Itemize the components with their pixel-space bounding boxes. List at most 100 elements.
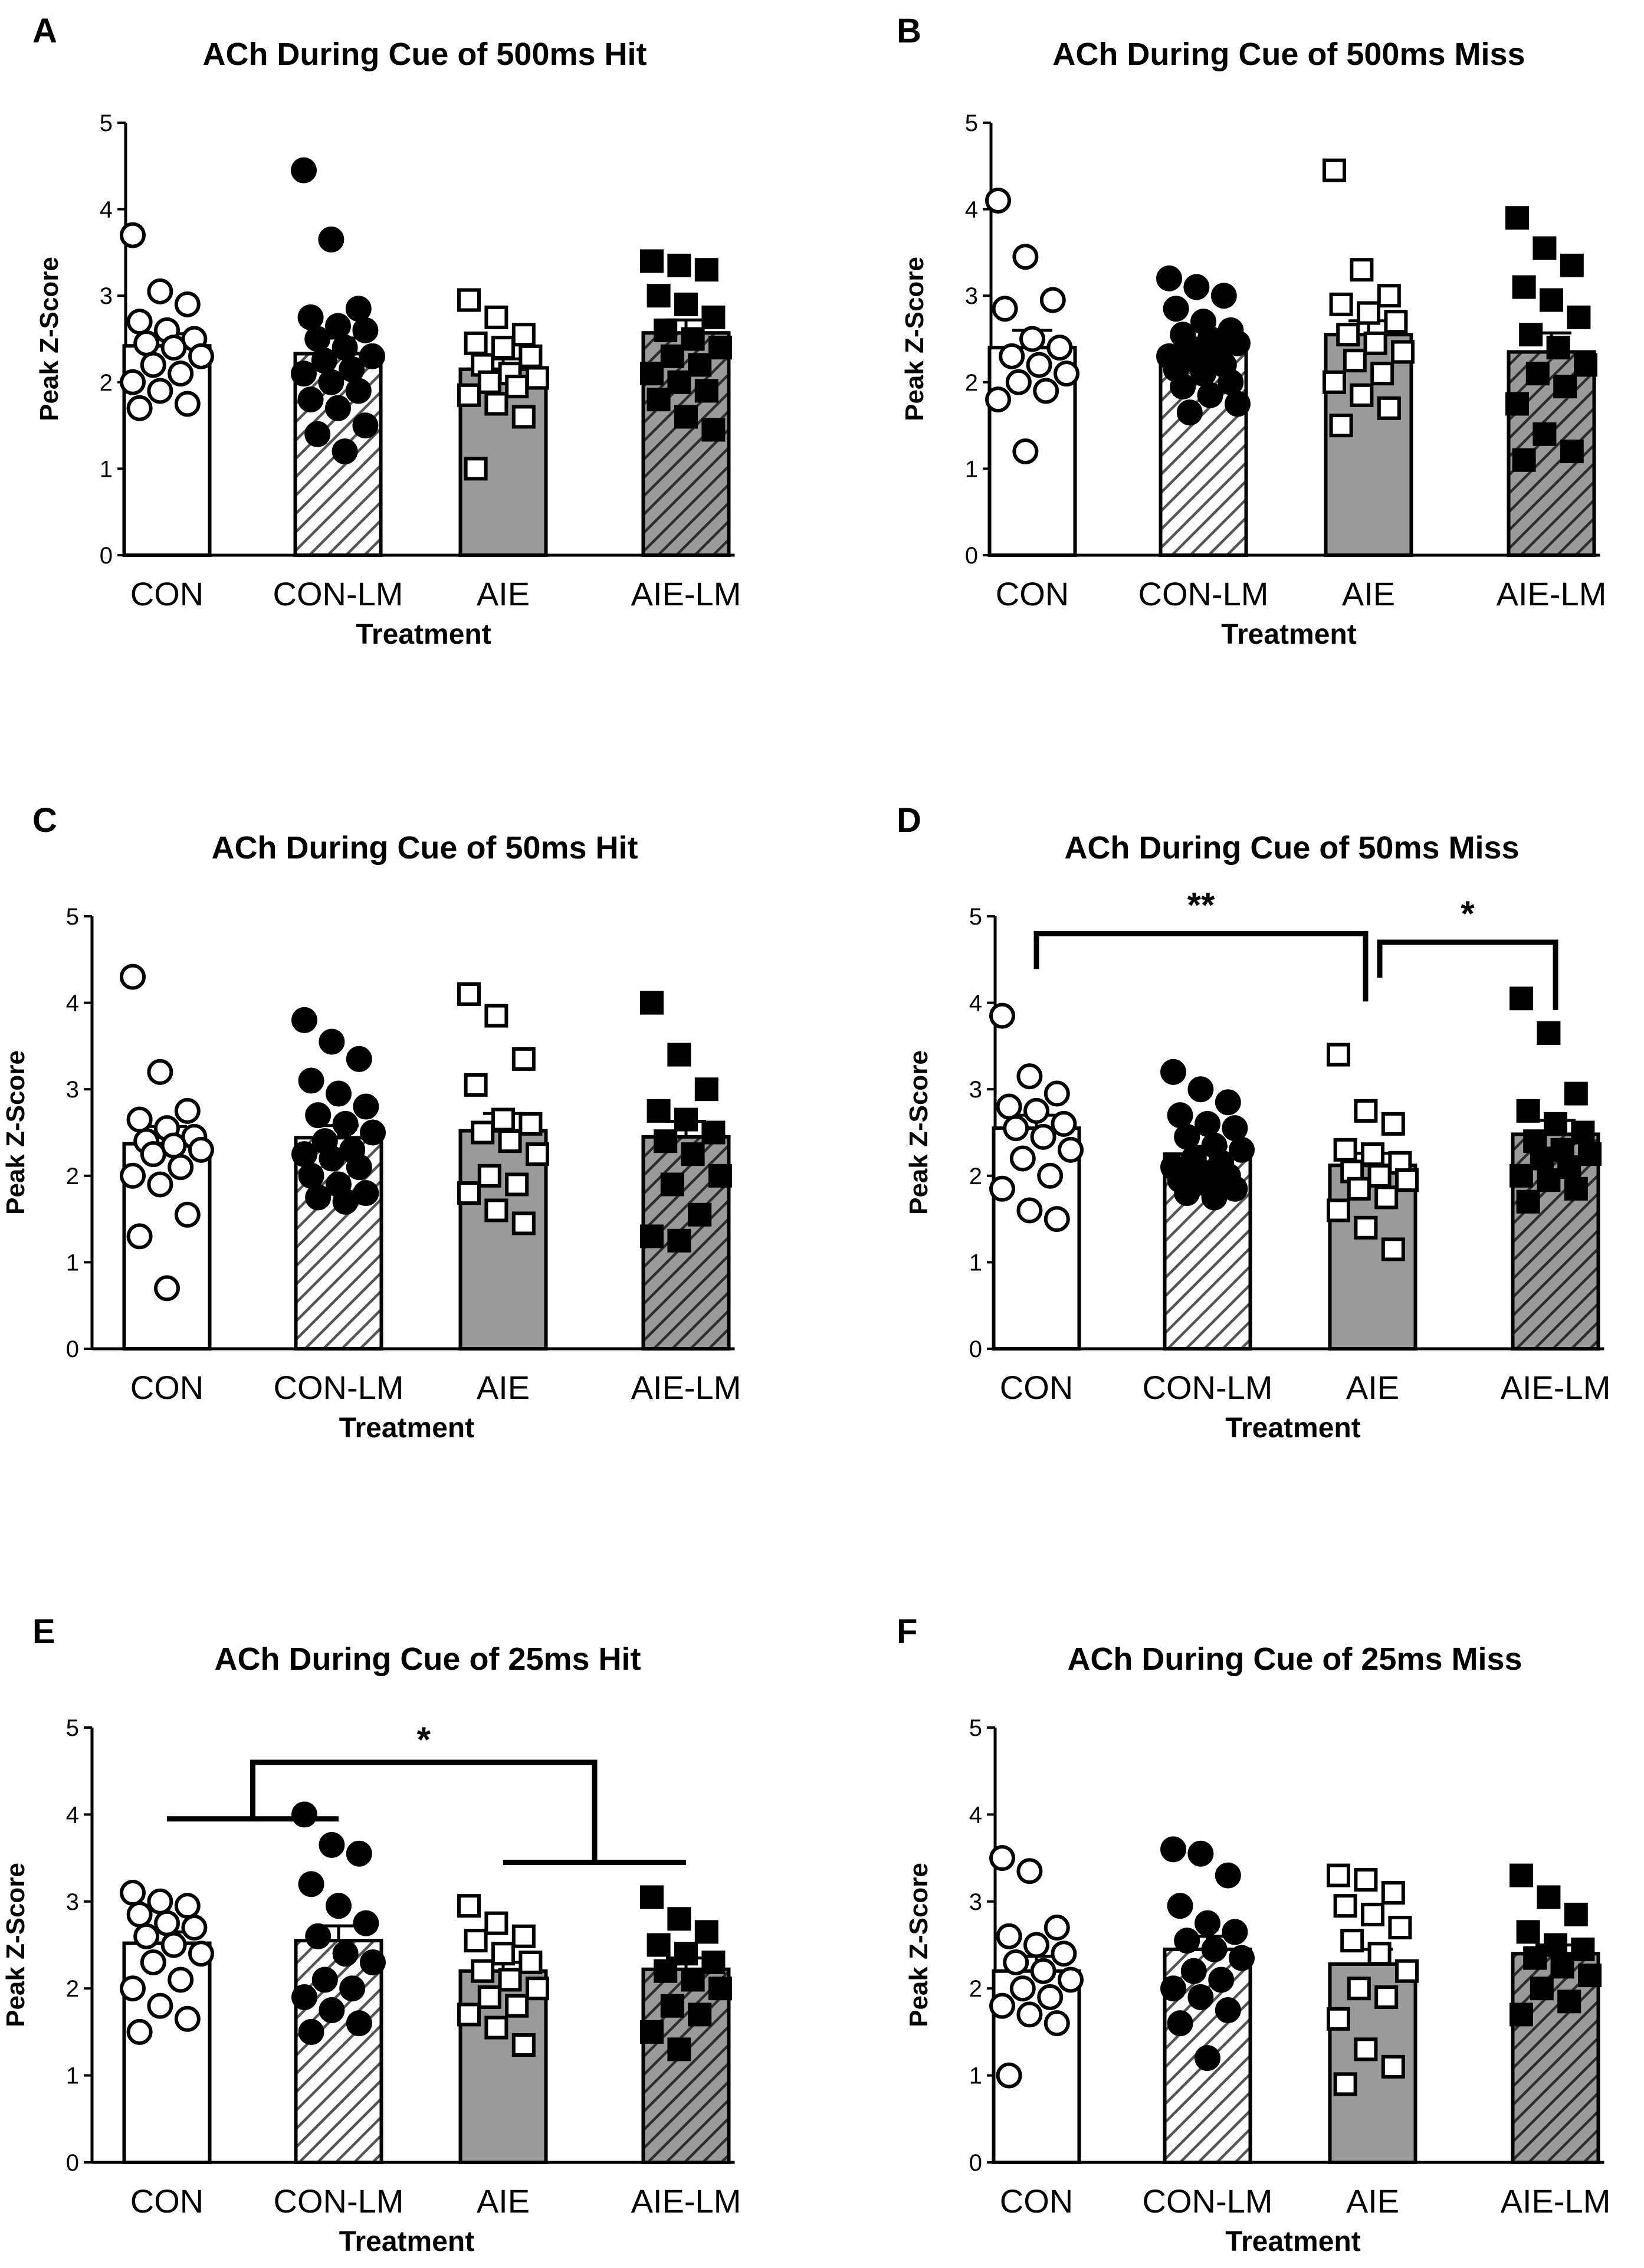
data-point	[1019, 326, 1045, 352]
data-point	[647, 284, 671, 308]
data-point	[457, 1894, 481, 1918]
data-point	[457, 2002, 481, 2027]
data-point	[1229, 1945, 1255, 1971]
data-point	[1560, 440, 1584, 464]
data-point	[120, 1162, 146, 1189]
data-point	[1567, 305, 1591, 329]
data-point	[147, 1992, 173, 2019]
data-point	[526, 1142, 549, 1166]
panel-letter: E	[32, 1612, 55, 1651]
data-point	[1336, 323, 1360, 347]
data-point	[511, 405, 536, 429]
data-point	[345, 296, 372, 322]
data-point	[1516, 1099, 1540, 1123]
x-tick-label: CON	[130, 1369, 204, 1406]
data-point	[298, 1871, 324, 1897]
data-point	[346, 2010, 372, 2037]
data-point	[1333, 1138, 1357, 1162]
data-point	[1333, 1894, 1357, 1918]
bar-con-lm	[294, 1939, 383, 2164]
data-point	[1215, 1997, 1241, 2024]
significance-marker: *	[1461, 894, 1475, 933]
y-tick-label: 4	[965, 197, 978, 223]
data-point	[359, 343, 385, 369]
data-point	[1160, 1836, 1186, 1863]
data-point	[120, 1880, 146, 1906]
data-point	[701, 1950, 726, 1974]
x-tick-label: AIE-LM	[1501, 2182, 1611, 2220]
data-point	[674, 405, 698, 429]
data-point	[1530, 1146, 1554, 1171]
data-point	[996, 1923, 1022, 1949]
data-point	[291, 360, 317, 387]
data-point	[346, 1154, 372, 1181]
data-point	[1505, 206, 1529, 230]
data-point	[1512, 275, 1536, 299]
data-point	[174, 1893, 201, 1919]
data-point	[304, 421, 331, 447]
data-point	[319, 1028, 345, 1055]
data-point	[519, 1950, 543, 1974]
data-point	[457, 288, 481, 312]
data-point	[484, 1911, 508, 1935]
data-point	[133, 1923, 160, 1949]
data-point	[188, 343, 214, 369]
data-point	[1510, 986, 1533, 1011]
x-tick-label: AIE-LM	[631, 575, 741, 612]
x-tick-label: AIE-LM	[631, 2182, 741, 2220]
data-point	[1523, 1946, 1547, 1970]
x-tick-label: CON-LM	[1143, 1369, 1273, 1406]
data-point	[1016, 2001, 1043, 2028]
x-axis-title: Treatment	[339, 2226, 474, 2257]
data-point	[291, 1007, 317, 1033]
data-point	[660, 344, 684, 368]
data-point	[1363, 331, 1387, 355]
data-point	[147, 1058, 173, 1085]
data-point	[332, 335, 358, 361]
significance-marker: **	[1187, 885, 1215, 925]
significance-bracket	[1033, 930, 1369, 1002]
data-point	[1361, 1902, 1384, 1926]
panel-letter: C	[32, 801, 57, 840]
data-point	[1012, 438, 1039, 465]
data-point	[464, 1073, 488, 1097]
data-point	[298, 1162, 324, 1189]
data-point	[174, 291, 201, 317]
data-point	[519, 344, 543, 368]
data-point	[1381, 2054, 1405, 2079]
data-point	[319, 1831, 345, 1858]
data-point	[133, 330, 160, 356]
y-tick-label: 1	[66, 2063, 79, 2089]
y-tick-label: 4	[969, 1802, 982, 1828]
y-tick-label: 3	[969, 1077, 982, 1103]
data-point	[1044, 1080, 1070, 1107]
panel-letter: F	[897, 1612, 917, 1651]
panel-letter: D	[897, 801, 921, 840]
data-point	[989, 1175, 1015, 1202]
data-point	[188, 1136, 214, 1163]
y-tick-label: 0	[66, 1336, 79, 1362]
data-point	[464, 457, 488, 481]
data-point	[1367, 1942, 1392, 1966]
data-point	[346, 1045, 372, 1072]
x-tick-label: CON-LM	[274, 2182, 404, 2220]
data-point	[1354, 2037, 1378, 2061]
data-point	[181, 1915, 208, 1941]
data-point	[989, 1845, 1015, 1872]
data-point	[147, 378, 173, 404]
data-point	[457, 383, 481, 407]
data-point	[484, 1198, 508, 1223]
data-point	[660, 1172, 684, 1197]
data-point	[1510, 2002, 1533, 2027]
data-point	[126, 1901, 153, 1928]
data-point	[640, 2020, 664, 2044]
data-point	[1167, 1893, 1193, 1919]
chart-title: ACh During Cue of 25ms Miss	[1067, 1641, 1522, 1677]
data-point	[1354, 1215, 1378, 1240]
data-point	[1167, 1102, 1193, 1129]
data-point	[332, 1110, 359, 1137]
data-point	[174, 1201, 201, 1228]
data-point	[326, 1893, 352, 1919]
data-point	[140, 352, 166, 378]
data-point	[640, 362, 664, 386]
